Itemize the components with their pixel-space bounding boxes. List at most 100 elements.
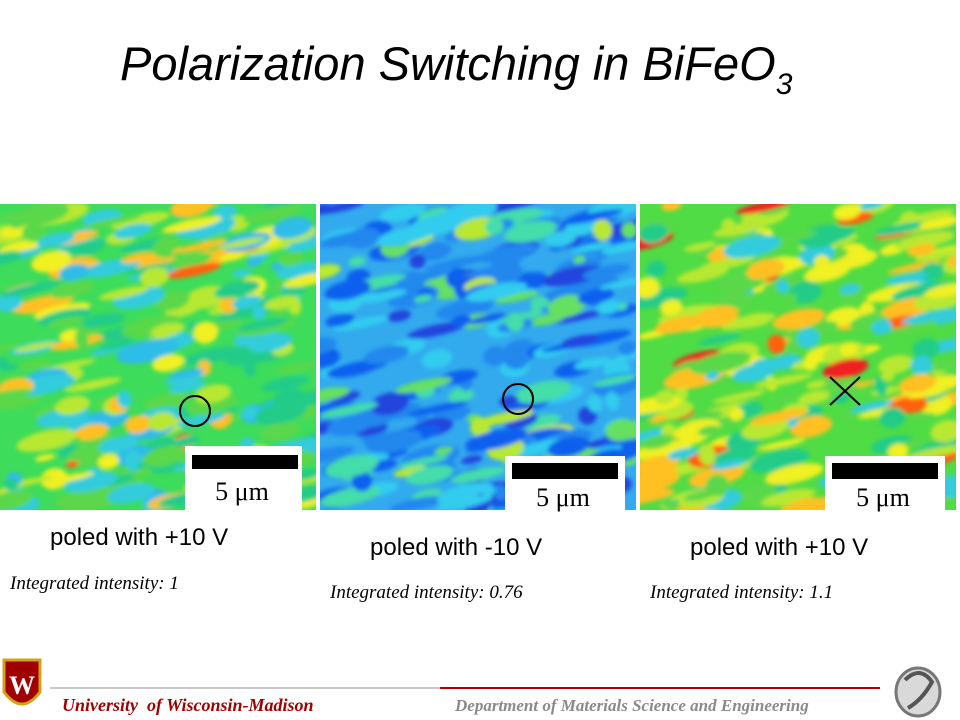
intensity: Integrated intensity: 0.76: [329, 582, 523, 603]
map-domain: [932, 359, 956, 372]
map-domain: [697, 333, 742, 346]
map-domain: [152, 354, 185, 372]
map-domain: [582, 263, 631, 280]
map-domain: [765, 463, 824, 485]
map-domain: [654, 389, 676, 405]
map-domain: [593, 219, 613, 241]
map-domain: [506, 312, 524, 332]
scale-bar: 5 μm: [185, 446, 302, 510]
map-domain: [248, 333, 293, 353]
map-domain: [465, 282, 528, 302]
map-domain: [649, 415, 668, 424]
map-domain: [18, 204, 69, 226]
map-domain: [0, 280, 62, 297]
map-domain: [447, 272, 466, 285]
map-domain: [551, 310, 608, 324]
map-domain: [640, 440, 693, 460]
map-domain: [2, 479, 19, 490]
map-domain: [261, 375, 310, 392]
map-domain: [117, 390, 132, 409]
scale-label: 5 μm: [536, 483, 590, 512]
map-domain: [450, 314, 472, 328]
caption: poled with +10 V: [690, 534, 868, 561]
department-logo: [894, 666, 942, 718]
map-domain: [521, 413, 561, 429]
map-domain: [231, 268, 252, 278]
map-domain: [0, 344, 20, 355]
map-domain: [654, 315, 708, 334]
map-domain: [177, 216, 236, 239]
map-domain: [618, 340, 636, 356]
map-domain: [111, 211, 170, 230]
map-domain: [676, 265, 729, 283]
map-domain: [193, 321, 219, 344]
map-domain: [914, 246, 956, 262]
map-domain: [713, 221, 768, 237]
map-domain: [878, 354, 913, 374]
map-domain: [0, 250, 23, 265]
map-domain: [64, 377, 122, 393]
map-domain: [751, 358, 775, 372]
map-domain: [232, 295, 262, 309]
map-domain: [804, 262, 850, 283]
map-domain: [320, 347, 340, 369]
map-domain: [320, 446, 356, 465]
map-domain: [227, 346, 250, 361]
map-domain: [640, 462, 678, 481]
map-domain: [529, 313, 566, 326]
map-domain: [461, 455, 483, 465]
map-domain: [421, 348, 453, 370]
map-domain: [798, 390, 830, 405]
scale-bar: 5 μm: [505, 456, 625, 512]
map-domain: [448, 387, 474, 403]
map-domain: [395, 377, 453, 394]
map-domain: [907, 243, 936, 257]
map-domain: [434, 446, 453, 456]
map-domain: [238, 242, 292, 257]
map-domain: [720, 313, 776, 330]
map-domain: [930, 419, 956, 443]
map-domain: [389, 495, 446, 510]
map-domain: [640, 488, 675, 506]
map-domain: [146, 438, 177, 449]
map-domain: [98, 286, 149, 300]
map-domain: [599, 276, 636, 290]
map-domain: [775, 394, 797, 404]
map-domain: [82, 313, 116, 329]
map-domain: [396, 270, 451, 285]
map-domain: [406, 465, 454, 485]
map-domain: [898, 374, 937, 394]
map-domain: [320, 336, 337, 355]
map-domain: [947, 255, 956, 267]
map-domain: [919, 216, 956, 230]
map-domain: [689, 351, 752, 375]
caption: poled with -10 V: [370, 534, 542, 561]
map-domain: [912, 338, 940, 360]
map-domain: [806, 380, 826, 389]
map-domain: [825, 307, 861, 326]
map-domain: [573, 256, 586, 264]
map-domain: [711, 459, 746, 471]
map-domain: [786, 341, 801, 354]
map-domain: [483, 204, 541, 213]
map-domain: [605, 419, 636, 442]
map-domain: [891, 281, 952, 302]
map-domain: [697, 425, 721, 436]
map-domain: [60, 488, 121, 510]
map-domain: [772, 308, 826, 330]
map-domain: [779, 230, 817, 242]
map-domain: [435, 495, 493, 510]
university-crest: W: [2, 658, 42, 706]
scale-bar: 5 μm: [825, 456, 945, 512]
map-domain: [320, 387, 350, 404]
map-domain: [163, 371, 210, 384]
map-domain: [924, 282, 956, 298]
map-domain: [547, 436, 590, 458]
map-domain: [901, 308, 956, 324]
map-domain: [545, 230, 577, 248]
map-domain: [910, 355, 933, 375]
map-domain: [366, 429, 422, 454]
map-domain: [74, 329, 90, 351]
map-domain: [601, 240, 636, 255]
map-domain: [621, 222, 636, 238]
